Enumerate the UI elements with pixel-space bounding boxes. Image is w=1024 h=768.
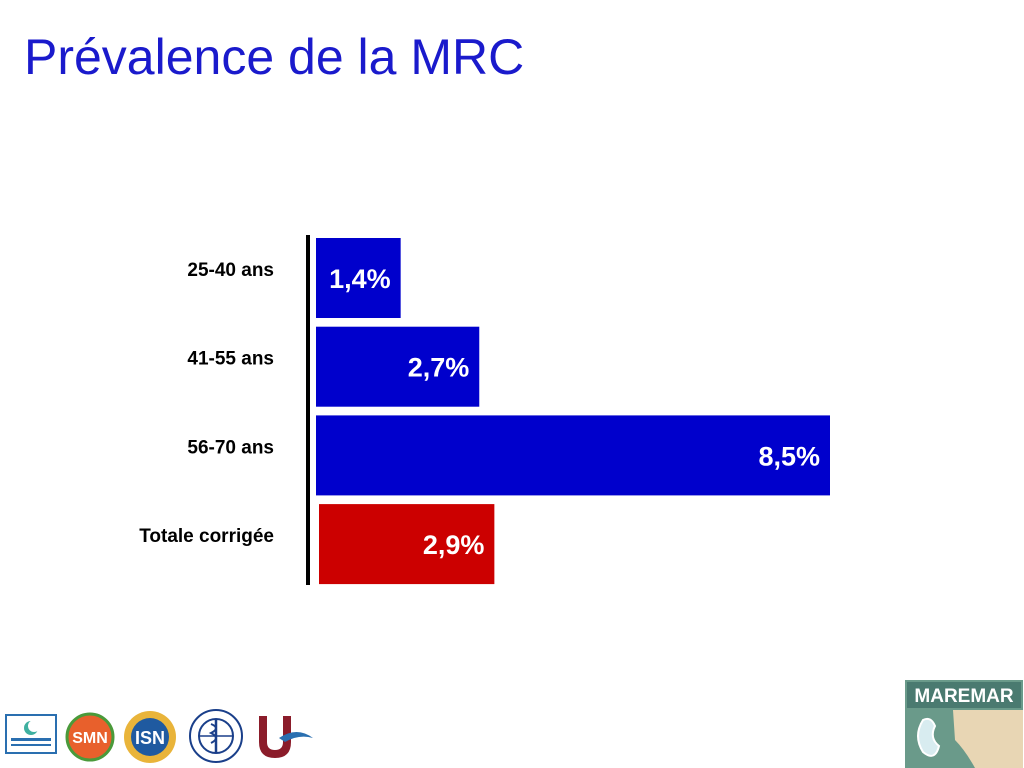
bar-value-label: 2,7%: [408, 353, 470, 383]
svg-text:ISN: ISN: [135, 728, 165, 748]
smn-logo: SMN: [65, 712, 115, 762]
prevalence-bar-chart: 1,4% 25-40 ans 2,7% 41-55 ans 8,5% 56-70 ans 2…: [139, 235, 830, 585]
bar-2: [316, 326, 480, 407]
bars-layer: 1,4% 25-40 ans 2,7% 41-55 ans 8,5% 56-70 ans 2…: [139, 238, 830, 585]
who-logo: [189, 709, 243, 763]
u-logo: [259, 716, 313, 758]
maremar-logo: MAREMAR: [905, 680, 1023, 768]
category-label: Totale corrigée: [139, 526, 274, 547]
bar-4: [319, 504, 495, 585]
bar-1: [316, 238, 401, 318]
category-label: 41-55 ans: [187, 349, 274, 370]
bar-value-label: 8,5%: [758, 441, 820, 471]
page-title: Prévalence de la MRC: [24, 29, 525, 85]
svg-text:MAREMAR: MAREMAR: [914, 686, 1013, 707]
bar-value-label: 2,9%: [423, 530, 485, 560]
category-label: 25-40 ans: [187, 260, 274, 281]
category-label: 56-70 ans: [187, 437, 274, 458]
bar-3: [316, 415, 830, 496]
crescent-logo: [5, 714, 57, 754]
isn-logo: ISN: [124, 711, 176, 763]
bar-value-label: 1,4%: [329, 264, 391, 294]
svg-text:SMN: SMN: [72, 730, 108, 747]
